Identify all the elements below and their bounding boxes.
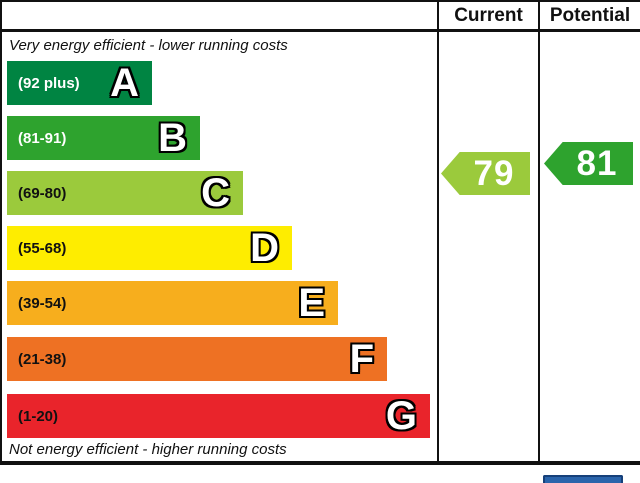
table-bottom-border <box>0 461 640 465</box>
potential-rating-value: 81 <box>576 143 618 183</box>
table-top-border <box>0 0 640 2</box>
current-rating-value: 79 <box>473 153 515 193</box>
table-left-border <box>0 0 2 465</box>
band-range-label: (81-91) <box>18 129 67 147</box>
band-letter: A <box>110 61 139 105</box>
band-letter: D <box>250 226 279 270</box>
potential-column-divider <box>538 0 540 465</box>
bottom-caption: Not energy efficient - higher running co… <box>9 441 287 458</box>
header-bottom-border <box>0 29 640 32</box>
band-range-label: (55-68) <box>18 239 67 257</box>
potential-rating-arrow: 81 <box>544 142 633 185</box>
current-column-divider <box>437 0 439 465</box>
band-letter: E <box>298 281 325 325</box>
band-row-E: (39-54) E <box>7 281 338 325</box>
band-range-label: (21-38) <box>18 350 67 368</box>
top-caption: Very energy efficient - lower running co… <box>9 37 288 54</box>
band-letter: F <box>349 337 374 381</box>
partial-blue-element <box>543 475 623 483</box>
band-row-D: (55-68) D <box>7 226 292 270</box>
band-range-label: (1-20) <box>18 407 59 425</box>
band-row-B: (81-91) B <box>7 116 200 160</box>
band-range-label: (39-54) <box>18 294 67 312</box>
band-row-G: (1-20) G <box>7 394 430 438</box>
band-letter: C <box>201 171 230 215</box>
band-row-F: (21-38) F <box>7 337 387 381</box>
band-letter: G <box>385 394 417 438</box>
current-column-header: Current <box>454 5 523 26</box>
band-letter: B <box>158 116 187 160</box>
potential-column-header: Potential <box>549 5 631 26</box>
current-rating-arrow: 79 <box>441 152 530 195</box>
band-row-C: (69-80) C <box>7 171 243 215</box>
band-row-A: (92 plus) A <box>7 61 152 105</box>
band-range-label: (69-80) <box>18 184 67 202</box>
band-range-label: (92 plus) <box>18 74 80 92</box>
